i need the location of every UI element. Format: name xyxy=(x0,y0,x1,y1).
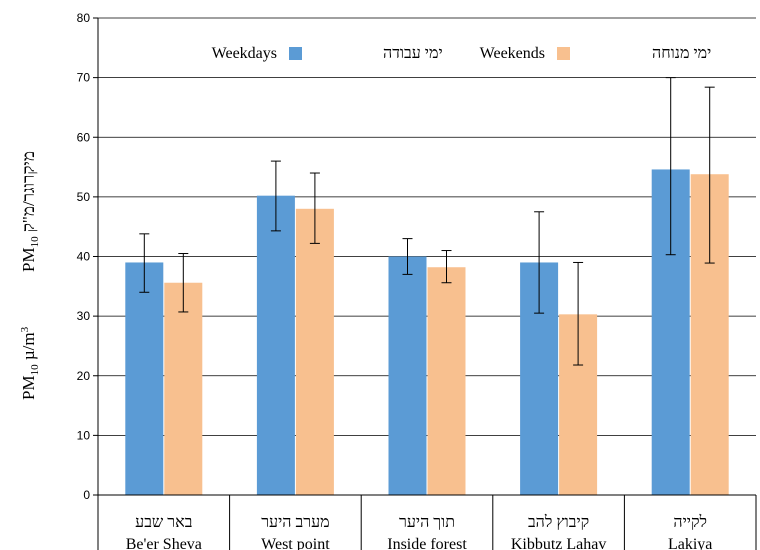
category-label-english: Inside forest xyxy=(387,536,467,550)
bar-weekends xyxy=(295,208,334,496)
legend-swatch xyxy=(289,47,302,60)
category-label-english: Be'er Sheva xyxy=(126,536,202,550)
y-label-pm: PM xyxy=(19,247,38,272)
bar-weekdays xyxy=(256,195,295,495)
category-label-english: West point xyxy=(261,536,330,550)
y-axis-label-english: PM10 µ/m3 xyxy=(19,326,41,400)
y-label-pm: PM xyxy=(19,375,38,400)
bar-weekends xyxy=(164,282,203,495)
y-label-sub: 10 xyxy=(29,236,41,248)
category-labels: באר שבע Be'er Sheva מערב היער West point תוך… xyxy=(126,513,713,550)
y-tick-label: 10 xyxy=(77,428,91,442)
error-bars xyxy=(139,77,715,366)
legend: Weekdays ימי עבודה Weekends ימי מנוחה xyxy=(212,45,712,62)
y-label-hebrew-units: מיקרוגר/מ"ק xyxy=(19,151,38,236)
category-label-english: Lakiya xyxy=(668,536,712,550)
category-label-english: Kibbutz Lahav xyxy=(511,536,607,550)
gridlines xyxy=(98,17,756,436)
y-tick-label: 0 xyxy=(83,488,90,502)
y-label-units: µ/m xyxy=(19,332,38,364)
bar-weekdays xyxy=(125,262,164,495)
category-label-hebrew: לקייה xyxy=(673,513,707,531)
legend-swatch xyxy=(557,47,570,60)
y-axis-label-hebrew: PM10 מיקרוגר/מ"ק xyxy=(19,151,41,272)
y-tick-label: 80 xyxy=(77,11,91,25)
y-tick-labels: 0 10 20 30 40 50 60 70 80 xyxy=(77,11,91,502)
legend-label-hebrew: ימי עבודה xyxy=(383,45,443,62)
y-tick-label: 40 xyxy=(77,250,91,264)
bar-weekends xyxy=(427,267,466,495)
y-tick-label: 50 xyxy=(77,190,91,204)
axes xyxy=(93,17,757,550)
y-tick-label: 60 xyxy=(77,130,91,144)
y-label-sub: 10 xyxy=(29,364,41,376)
category-label-hebrew: מערב היער xyxy=(261,514,329,531)
category-label-hebrew: באר שבע xyxy=(135,514,193,531)
category-label-hebrew: קיבוץ להב xyxy=(528,513,589,531)
legend-label-english: Weekdays xyxy=(212,45,277,62)
bars xyxy=(125,169,729,496)
y-tick-label: 70 xyxy=(77,71,91,85)
y-label-sup: 3 xyxy=(19,326,31,332)
category-label-hebrew: תוך היער xyxy=(399,514,455,531)
legend-label-english: Weekends xyxy=(480,45,545,62)
bar-weekdays xyxy=(388,256,427,495)
legend-label-hebrew: ימי מנוחה xyxy=(652,45,711,62)
y-tick-label: 30 xyxy=(77,309,91,323)
y-tick-label: 20 xyxy=(77,369,91,383)
